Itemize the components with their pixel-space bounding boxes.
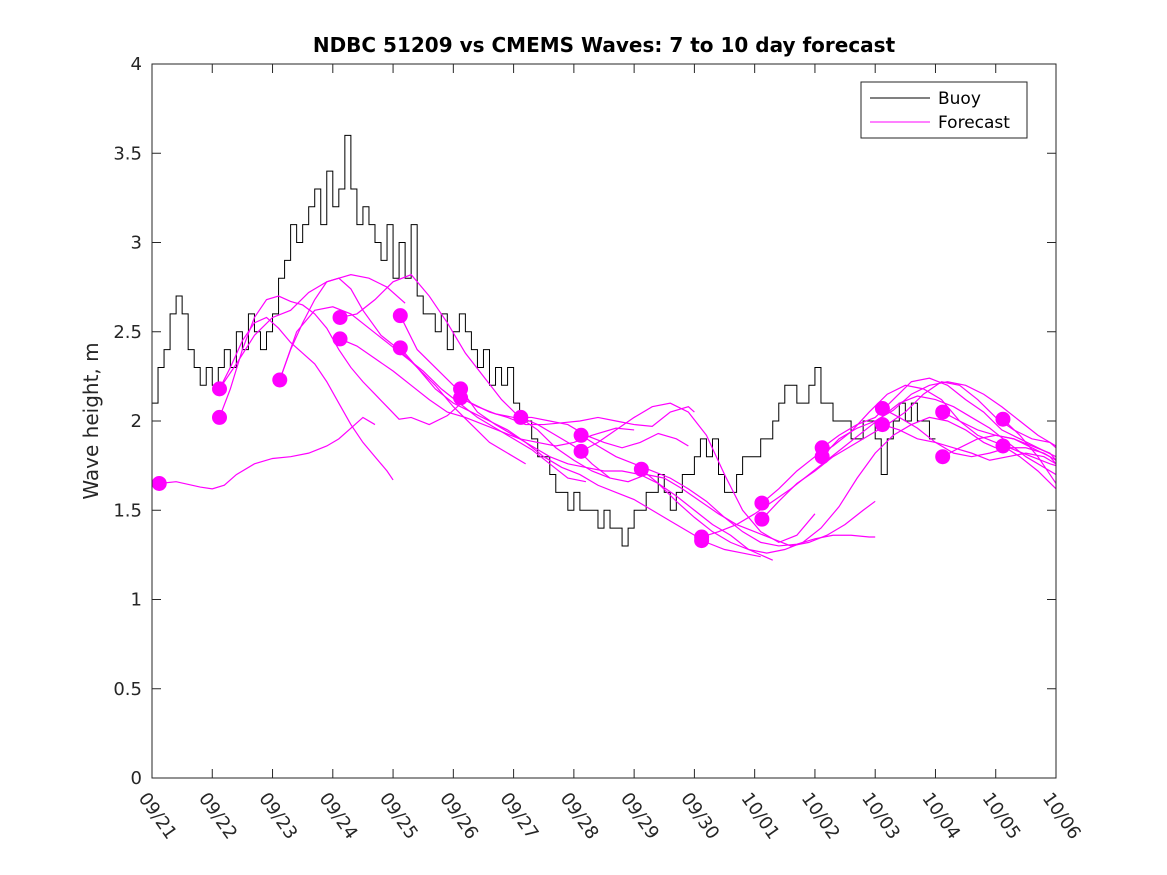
forecast-marker-10 [453, 390, 469, 406]
forecast-marker-12 [573, 427, 589, 443]
forecast-marker-13 [573, 443, 589, 459]
forecast-line-19 [761, 381, 1057, 520]
forecast-marker-20 [814, 449, 830, 465]
forecast-line-26 [1002, 418, 1057, 484]
forecast-marker-26 [995, 438, 1011, 454]
forecast-marker-2 [211, 381, 227, 397]
forecast-line-4 [219, 274, 406, 390]
legend-box [860, 81, 1028, 139]
forecast-line-6 [279, 306, 587, 483]
y-tick-label: 2.5 [113, 322, 142, 343]
y-tick-label: 2 [131, 411, 142, 432]
forecast-line-3 [218, 316, 394, 481]
forecast-marker-22 [874, 417, 890, 433]
forecast-line-20 [821, 377, 1057, 458]
forecast-marker-1 [151, 475, 167, 491]
y-tick-label: 3 [131, 233, 142, 254]
legend-forecast-label: Forecast [938, 113, 1010, 133]
forecast-marker-17 [754, 495, 770, 511]
forecast-line-18 [761, 384, 1057, 504]
forecast-line-25 [942, 434, 1057, 465]
forecast-marker-25 [995, 411, 1011, 427]
y-tick-label: 1.5 [113, 500, 142, 521]
forecast-marker-14 [633, 461, 649, 477]
forecast-line-11 [460, 388, 773, 561]
y-tick-label: 0 [131, 768, 142, 789]
forecast-line-21 [821, 381, 1057, 458]
forecast-marker-6 [332, 331, 348, 347]
forecast-series-group [159, 273, 1057, 561]
forecast-marker-5 [332, 309, 348, 325]
forecast-marker-group [151, 308, 1011, 549]
forecast-line-14 [580, 434, 876, 547]
forecast-marker-18 [754, 511, 770, 527]
legend-buoy-label: Buoy [938, 89, 981, 109]
y-tick-label: 0.5 [113, 679, 142, 700]
forecast-line-1 [159, 416, 376, 490]
forecast-marker-24 [935, 449, 951, 465]
forecast-marker-7 [392, 308, 408, 324]
forecast-marker-11 [513, 409, 529, 425]
forecast-marker-16 [694, 533, 710, 549]
forecast-line-23 [882, 423, 1057, 465]
forecast-line-15 [580, 402, 816, 544]
y-tick-label: 4 [131, 54, 142, 75]
forecast-line-16 [640, 416, 996, 554]
forecast-marker-23 [935, 404, 951, 420]
chart-title: NDBC 51209 vs CMEMS Waves: 7 to 10 day f… [313, 33, 896, 57]
forecast-line-7 [339, 273, 611, 479]
forecast-line-27 [1002, 445, 1057, 490]
forecast-line-5 [279, 277, 526, 465]
y-tick-label: 3.5 [113, 143, 142, 164]
forecast-marker-8 [392, 340, 408, 356]
y-axis-label: Wave height, m [79, 342, 103, 499]
forecast-marker-3 [211, 409, 227, 425]
forecast-line-9 [399, 315, 695, 427]
forecast-marker-21 [874, 401, 890, 417]
y-axis: 0 0.5 1 1.5 2 2.5 3 3.5 4 [113, 54, 1056, 789]
legend: Buoy Forecast [860, 81, 1028, 139]
forecast-marker-4 [272, 372, 288, 388]
y-tick-label: 1 [131, 590, 142, 611]
